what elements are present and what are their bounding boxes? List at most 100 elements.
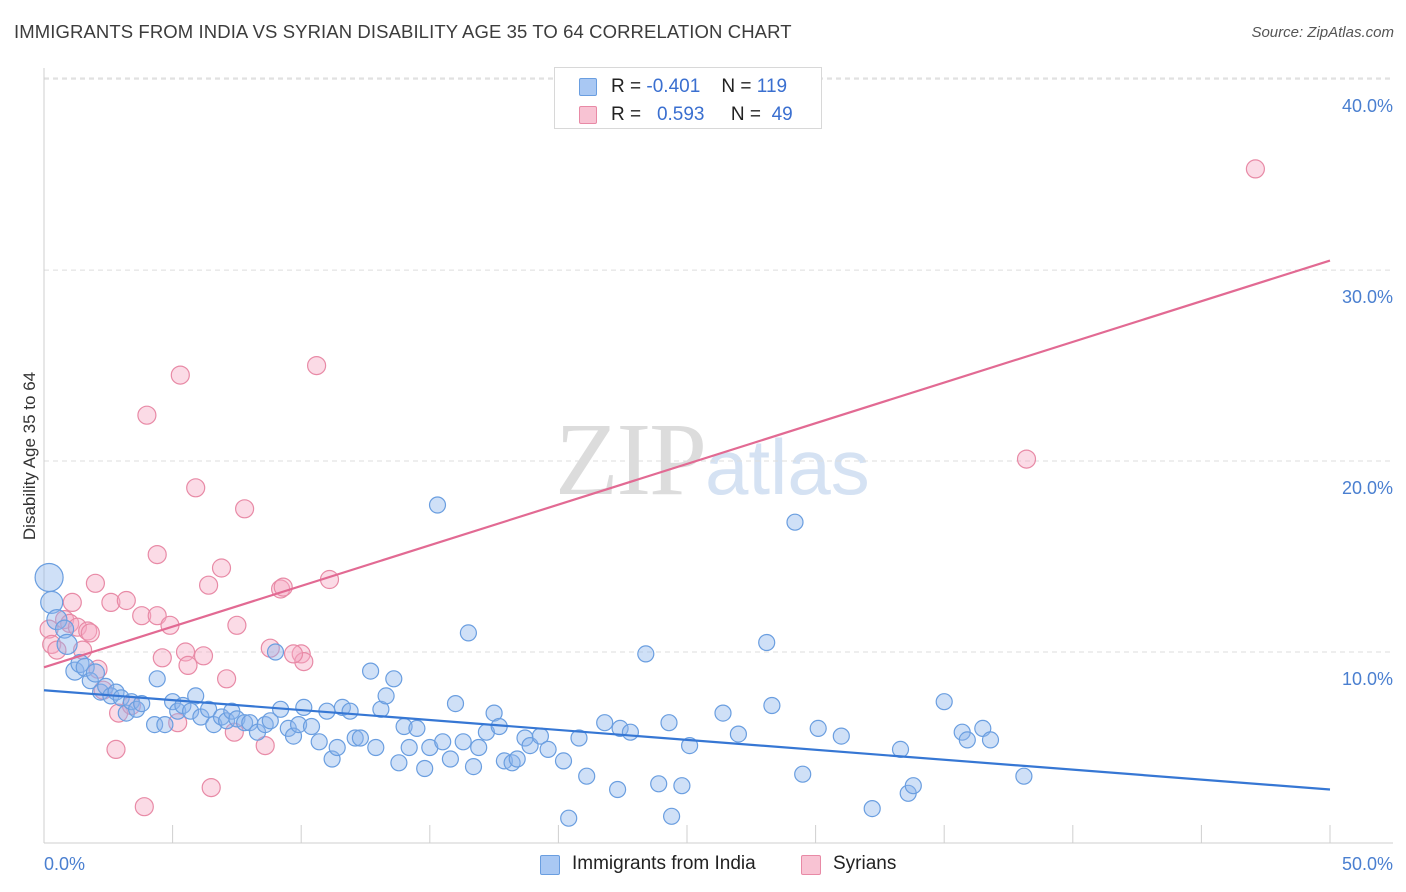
syria-point-33 xyxy=(211,558,232,578)
india-point-46 xyxy=(310,733,328,751)
india-point-83 xyxy=(554,752,573,770)
india-point-68 xyxy=(446,694,465,713)
legend-r-value-india: -0.401 xyxy=(646,76,701,97)
india-point-31 xyxy=(218,712,236,730)
syria-point-20 xyxy=(137,405,157,425)
syria-point-43 xyxy=(294,651,314,672)
india-point-95 xyxy=(673,777,691,795)
y-tick-label-30: 30.0% xyxy=(1342,287,1393,307)
india-point-96 xyxy=(680,736,699,755)
syria-point-13 xyxy=(101,592,121,613)
x-tick-label-min: 0.0% xyxy=(44,854,85,874)
syria-point-38 xyxy=(255,735,275,756)
syria-point-26 xyxy=(170,365,190,385)
india-point-82 xyxy=(539,740,557,759)
india-point-94 xyxy=(662,807,681,825)
india-point-26 xyxy=(187,687,205,705)
legend-label-india: Immigrants from India xyxy=(572,853,756,874)
india-point-53 xyxy=(351,729,369,747)
india-point-49 xyxy=(328,738,346,757)
axes xyxy=(43,68,1393,844)
india-point-89 xyxy=(611,719,629,738)
india-point-58 xyxy=(385,670,403,688)
series-legend: Immigrants from India Syrians xyxy=(0,852,1406,878)
trend-lines xyxy=(43,259,1331,791)
syria-point-19 xyxy=(134,797,154,817)
syria-point-1 xyxy=(42,634,62,655)
india-point-20 xyxy=(148,670,166,688)
india-point-45 xyxy=(302,717,321,736)
india-point-88 xyxy=(608,780,627,799)
india-point-70 xyxy=(459,624,477,642)
india-point-114 xyxy=(1015,767,1033,785)
legend-swatch-india-bottom xyxy=(540,855,560,875)
india-point-87 xyxy=(596,714,614,732)
india-point-71 xyxy=(464,757,483,776)
legend-r-label-syria: R = xyxy=(611,104,642,125)
india-point-103 xyxy=(809,719,827,738)
india-point-3 xyxy=(54,619,75,639)
india-point-7 xyxy=(75,657,95,677)
india-point-90 xyxy=(621,723,640,741)
syria-point-18 xyxy=(132,606,152,626)
syria-point-31 xyxy=(199,575,219,595)
india-point-18 xyxy=(133,694,151,713)
india-point-61 xyxy=(400,738,418,757)
india-point-44 xyxy=(295,698,313,717)
syria-point-21 xyxy=(147,544,167,565)
syria-point-48 xyxy=(283,644,304,664)
india-point-25 xyxy=(182,702,200,720)
y-tick-labels: 10.0% 20.0% 30.0% 40.0% xyxy=(1342,96,1393,689)
legend-swatch-syria xyxy=(579,106,597,124)
india-point-52 xyxy=(346,729,364,747)
india-point-78 xyxy=(508,750,526,768)
india-point-59 xyxy=(390,754,408,772)
syria-point-5 xyxy=(62,592,82,613)
india-point-28 xyxy=(200,700,218,718)
india-point-2 xyxy=(46,608,68,631)
syria-point-47 xyxy=(1245,159,1266,179)
india-point-91 xyxy=(637,645,655,663)
india-point-97 xyxy=(714,704,732,722)
india-point-66 xyxy=(434,733,452,751)
india-point-101 xyxy=(786,513,804,531)
india-point-111 xyxy=(958,731,976,749)
chart-title: IMMIGRANTS FROM INDIA VS SYRIAN DISABILI… xyxy=(14,21,792,42)
india-point-0 xyxy=(34,562,64,593)
syria-point-2 xyxy=(47,640,67,660)
syria-trend-line xyxy=(43,259,1331,669)
india-point-72 xyxy=(470,738,488,757)
syria-point-14 xyxy=(106,739,126,760)
legend-r-label-india: R = xyxy=(611,76,642,97)
india-point-43 xyxy=(290,715,308,734)
syria-point-34 xyxy=(217,669,237,689)
correlation-legend: R = -0.401 N = 119 R = 0.593 N = 49 xyxy=(554,67,822,129)
india-point-86 xyxy=(578,767,596,785)
syria-point-44 xyxy=(307,356,327,376)
x-tick-label-max: 50.0% xyxy=(1342,854,1393,874)
syria-point-16 xyxy=(116,590,136,611)
syria-point-41 xyxy=(273,577,293,597)
legend-n-value-syria: 49 xyxy=(771,104,793,125)
syria-point-32 xyxy=(201,777,221,798)
india-point-51 xyxy=(341,702,359,720)
syria-point-36 xyxy=(227,615,247,635)
syria-point-30 xyxy=(193,646,214,666)
india-trend-line xyxy=(43,689,1331,791)
syria-point-22 xyxy=(147,606,167,626)
legend-label-syria: Syrians xyxy=(833,853,897,874)
india-point-108 xyxy=(904,777,922,795)
india-point-102 xyxy=(794,765,812,783)
india-point-55 xyxy=(367,738,385,757)
india-point-21 xyxy=(156,715,174,734)
syria-point-29 xyxy=(186,478,206,498)
india-point-93 xyxy=(660,714,678,732)
syria-point-37 xyxy=(235,499,255,519)
india-point-85 xyxy=(570,729,588,747)
gridlines xyxy=(44,77,1393,653)
legend-r-value-syria: 0.593 xyxy=(656,104,705,125)
india-point-6 xyxy=(70,653,90,674)
india-point-9 xyxy=(85,663,106,683)
india-point-1 xyxy=(40,590,64,615)
legend-swatch-india xyxy=(579,78,597,96)
